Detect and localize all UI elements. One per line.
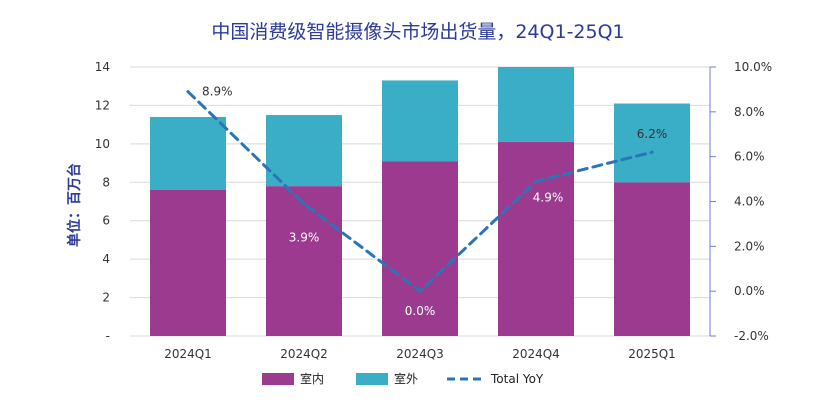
axes: - 2 4 6 8 10 12 14 -2.0% 0.0% 2.0% 4.0% 6.0% 8.0% 10.0…: [95, 60, 772, 361]
y2-tick-label: 4.0%: [734, 195, 765, 209]
y2-tick-label: 0.0%: [734, 284, 765, 298]
x-tick-label: 2024Q2: [280, 347, 328, 361]
y-tick-label: -: [106, 329, 110, 343]
x-tick-label: 2024Q3: [396, 347, 444, 361]
yoy-point: [418, 289, 422, 293]
yoy-point: [186, 90, 190, 94]
y-tick-label: 6: [102, 214, 110, 228]
bar-outdoor: [614, 103, 690, 183]
bar-indoor: [614, 182, 690, 336]
y-tick-label: 10: [95, 137, 110, 151]
legend-label-yoy: Total YoY: [490, 372, 544, 386]
bar-outdoor: [382, 80, 458, 162]
y-tick-label: 8: [102, 175, 110, 189]
y2-tick-label: 6.0%: [734, 150, 765, 164]
y2-tick-label: 10.0%: [734, 60, 772, 74]
bars: [150, 67, 690, 336]
yoy-data-label: 0.0%: [405, 304, 436, 318]
x-tick-label: 2025Q1: [628, 347, 676, 361]
y2-tick-label: 8.0%: [734, 105, 765, 119]
x-tick-label: 2024Q4: [512, 347, 560, 361]
bar-indoor: [266, 186, 342, 336]
bar-outdoor: [150, 116, 226, 190]
y2-tick-label: 2.0%: [734, 239, 765, 253]
bar-outdoor: [498, 67, 574, 142]
y-tick-label: 2: [102, 291, 110, 305]
data-labels: 8.9% 3.9% 0.0% 4.9% 6.2%: [202, 85, 667, 319]
y-axis-label: 单位：百万台: [66, 163, 83, 247]
yoy-data-label: 4.9%: [533, 190, 564, 204]
y2-tick-label: -2.0%: [734, 329, 769, 343]
legend-swatch-outdoor: [356, 373, 388, 385]
bar-indoor: [382, 161, 458, 336]
y-tick-label: 4: [102, 252, 110, 266]
bar-indoor: [498, 141, 574, 336]
chart-title: 中国消费级智能摄像头市场出货量，24Q1-25Q1: [211, 21, 624, 43]
yoy-data-label: 6.2%: [637, 127, 668, 141]
yoy-data-label: 3.9%: [289, 231, 320, 245]
yoy-point: [534, 179, 538, 183]
legend-swatch-indoor: [262, 373, 294, 385]
legend: 室内 室外 Total YoY: [262, 371, 544, 386]
y-tick-label: 12: [95, 98, 110, 112]
y-tick-label: 14: [95, 60, 110, 74]
yoy-line: [186, 90, 654, 294]
x-tick-label: 2024Q1: [164, 347, 212, 361]
yoy-point: [302, 202, 306, 206]
bar-indoor: [150, 189, 226, 336]
legend-label-indoor: 室内: [300, 371, 324, 386]
yoy-data-label: 8.9%: [202, 85, 233, 99]
bar-outdoor: [266, 115, 342, 187]
legend-label-outdoor: 室外: [394, 371, 418, 386]
yoy-point: [650, 150, 654, 154]
